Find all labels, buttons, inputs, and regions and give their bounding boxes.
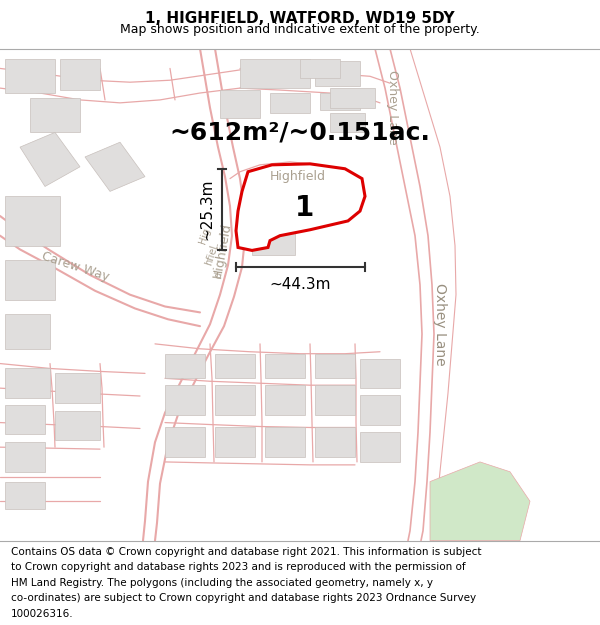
Polygon shape [265, 354, 305, 378]
Polygon shape [165, 354, 205, 378]
Polygon shape [240, 59, 310, 88]
Polygon shape [5, 59, 55, 93]
Polygon shape [215, 385, 255, 415]
Polygon shape [5, 260, 55, 299]
Polygon shape [60, 59, 100, 90]
Polygon shape [5, 196, 60, 246]
Polygon shape [85, 142, 145, 191]
Polygon shape [236, 164, 365, 251]
Text: d: d [213, 271, 225, 279]
Polygon shape [315, 428, 355, 457]
Text: ~44.3m: ~44.3m [270, 277, 331, 292]
Polygon shape [315, 354, 355, 378]
Polygon shape [330, 112, 365, 132]
Text: HM Land Registry. The polygons (including the associated geometry, namely x, y: HM Land Registry. The polygons (includin… [11, 578, 433, 587]
Text: ~25.3m: ~25.3m [199, 179, 214, 241]
Polygon shape [165, 385, 205, 415]
Text: co-ordinates) are subject to Crown copyright and database rights 2023 Ordnance S: co-ordinates) are subject to Crown copyr… [11, 593, 476, 603]
Polygon shape [270, 93, 310, 112]
Polygon shape [5, 482, 45, 509]
Polygon shape [430, 462, 530, 541]
Polygon shape [20, 132, 80, 186]
Polygon shape [55, 411, 100, 440]
Text: Oxhey Lane: Oxhey Lane [433, 283, 447, 366]
Polygon shape [330, 88, 375, 107]
Polygon shape [215, 354, 255, 378]
Polygon shape [5, 442, 45, 472]
Polygon shape [315, 61, 360, 86]
Polygon shape [215, 428, 255, 457]
Polygon shape [252, 226, 295, 256]
Polygon shape [360, 359, 400, 388]
Polygon shape [360, 395, 400, 424]
Text: hfiel: hfiel [204, 244, 220, 267]
Polygon shape [300, 59, 340, 78]
Text: ~612m²/~0.151ac.: ~612m²/~0.151ac. [170, 121, 430, 144]
Text: 1: 1 [295, 194, 314, 222]
Text: Highfield: Highfield [211, 222, 233, 279]
Text: Carew Way: Carew Way [40, 250, 110, 284]
Polygon shape [55, 373, 100, 403]
Polygon shape [5, 405, 45, 434]
Polygon shape [220, 90, 260, 118]
Text: Map shows position and indicative extent of the property.: Map shows position and indicative extent… [120, 23, 480, 36]
Text: Oxhey Lane: Oxhey Lane [386, 71, 400, 145]
Text: 1, HIGHFIELD, WATFORD, WD19 5DY: 1, HIGHFIELD, WATFORD, WD19 5DY [145, 11, 455, 26]
Text: to Crown copyright and database rights 2023 and is reproduced with the permissio: to Crown copyright and database rights 2… [11, 562, 466, 572]
Polygon shape [165, 428, 205, 457]
Polygon shape [5, 369, 50, 398]
Text: Hig: Hig [198, 226, 212, 245]
Text: 100026316.: 100026316. [11, 609, 73, 619]
Polygon shape [360, 432, 400, 462]
Text: Highfield: Highfield [270, 170, 326, 183]
Text: Contains OS data © Crown copyright and database right 2021. This information is : Contains OS data © Crown copyright and d… [11, 546, 481, 556]
Polygon shape [265, 385, 305, 415]
Polygon shape [265, 428, 305, 457]
Polygon shape [5, 314, 50, 349]
Polygon shape [315, 385, 355, 415]
Polygon shape [30, 98, 80, 132]
Polygon shape [320, 93, 360, 110]
